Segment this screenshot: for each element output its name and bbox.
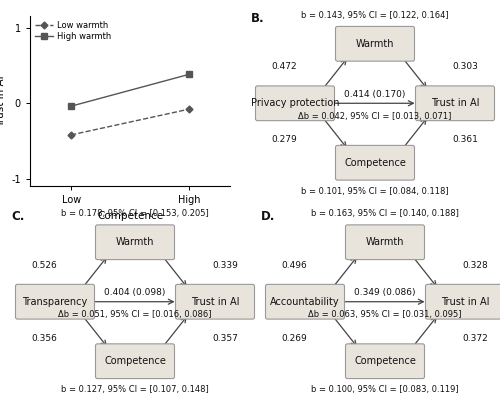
Text: Trust in AI: Trust in AI <box>190 297 239 307</box>
Text: Δb = 0.051, 95% CI = [0.016, 0.086]: Δb = 0.051, 95% CI = [0.016, 0.086] <box>58 310 212 319</box>
FancyBboxPatch shape <box>176 284 254 319</box>
Text: Trust in AI: Trust in AI <box>441 297 489 307</box>
Text: 0.496: 0.496 <box>282 260 308 270</box>
Text: 0.414 (0.170): 0.414 (0.170) <box>344 90 406 99</box>
Text: Competence: Competence <box>344 158 406 168</box>
Legend: Low warmth, High warmth: Low warmth, High warmth <box>34 20 112 42</box>
Text: 0.404 (0.098): 0.404 (0.098) <box>104 288 166 297</box>
Text: b = 0.143, 95% CI = [0.122, 0.164]: b = 0.143, 95% CI = [0.122, 0.164] <box>301 11 449 20</box>
Line: High warmth: High warmth <box>68 72 192 109</box>
Text: Accountability: Accountability <box>270 297 340 307</box>
Text: 0.372: 0.372 <box>462 334 488 343</box>
High warmth <box>186 72 192 77</box>
Text: Competence: Competence <box>104 356 166 366</box>
Text: 0.361: 0.361 <box>452 135 478 145</box>
Text: 0.269: 0.269 <box>282 334 308 343</box>
Text: 0.339: 0.339 <box>212 260 238 270</box>
X-axis label: Competence: Competence <box>97 211 163 221</box>
FancyBboxPatch shape <box>336 26 414 61</box>
FancyBboxPatch shape <box>266 284 344 319</box>
Low warmth <box>186 107 192 112</box>
Text: b = 0.101, 95% CI = [0.084, 0.118]: b = 0.101, 95% CI = [0.084, 0.118] <box>301 187 449 196</box>
Text: b = 0.163, 95% CI = [0.140, 0.188]: b = 0.163, 95% CI = [0.140, 0.188] <box>311 209 459 218</box>
Text: D.: D. <box>261 210 276 223</box>
Text: Trust in AI: Trust in AI <box>431 98 479 108</box>
Text: 0.279: 0.279 <box>272 135 297 145</box>
Text: 0.472: 0.472 <box>272 62 297 71</box>
Text: 0.328: 0.328 <box>462 260 488 270</box>
Text: 0.526: 0.526 <box>32 260 58 270</box>
Text: Transparency: Transparency <box>22 297 88 307</box>
Text: b = 0.127, 95% CI = [0.107, 0.148]: b = 0.127, 95% CI = [0.107, 0.148] <box>61 385 209 394</box>
FancyBboxPatch shape <box>416 86 494 121</box>
Text: C.: C. <box>11 210 24 223</box>
Text: Warmth: Warmth <box>366 237 404 247</box>
Text: 0.357: 0.357 <box>212 334 238 343</box>
Text: b = 0.100, 95% CI = [0.083, 0.119]: b = 0.100, 95% CI = [0.083, 0.119] <box>311 385 459 394</box>
Text: 0.349 (0.086): 0.349 (0.086) <box>354 288 416 297</box>
FancyBboxPatch shape <box>96 225 174 260</box>
FancyBboxPatch shape <box>346 344 424 379</box>
Text: 0.303: 0.303 <box>452 62 478 71</box>
Text: Δb = 0.063, 95% CI = [0.031, 0.095]: Δb = 0.063, 95% CI = [0.031, 0.095] <box>308 310 462 319</box>
Text: b = 0.178, 95% CI = [0.153, 0.205]: b = 0.178, 95% CI = [0.153, 0.205] <box>61 209 209 218</box>
FancyBboxPatch shape <box>96 344 174 379</box>
Text: Privacy protection: Privacy protection <box>251 98 339 108</box>
Line: Low warmth: Low warmth <box>68 107 192 137</box>
FancyBboxPatch shape <box>426 284 500 319</box>
Text: Warmth: Warmth <box>356 39 394 49</box>
Text: Warmth: Warmth <box>116 237 154 247</box>
FancyBboxPatch shape <box>16 284 94 319</box>
Text: 0.356: 0.356 <box>32 334 58 343</box>
FancyBboxPatch shape <box>256 86 334 121</box>
Y-axis label: Trust in AI: Trust in AI <box>0 75 6 127</box>
FancyBboxPatch shape <box>336 145 414 180</box>
FancyBboxPatch shape <box>346 225 424 260</box>
Text: B.: B. <box>252 12 265 25</box>
Text: Competence: Competence <box>354 356 416 366</box>
Low warmth <box>68 132 74 137</box>
High warmth <box>68 104 74 109</box>
Text: Δb = 0.042, 95% CI = [0.013, 0.071]: Δb = 0.042, 95% CI = [0.013, 0.071] <box>298 112 452 121</box>
